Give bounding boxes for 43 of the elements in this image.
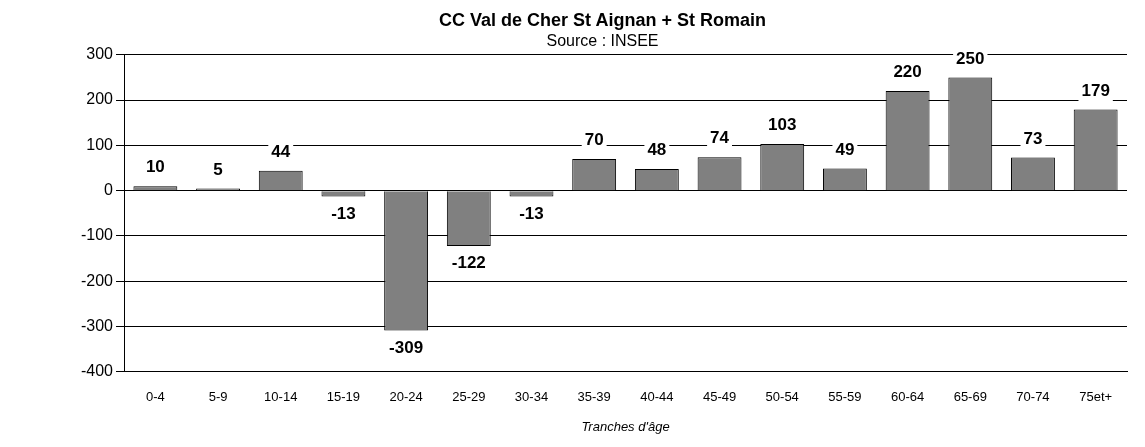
x-tick-label: 35-39 — [577, 389, 611, 405]
data-label: -122 — [451, 253, 486, 273]
data-label: 179 — [1081, 80, 1110, 100]
data-label: 73 — [1023, 128, 1043, 148]
x-tick-label: 30-34 — [514, 389, 549, 405]
data-label: -309 — [389, 337, 424, 357]
data-label: 49 — [835, 139, 855, 159]
x-axis-title: Tranches d'âge — [581, 418, 670, 434]
x-tick-label: 70-74 — [1016, 389, 1050, 405]
data-label: 220 — [893, 62, 922, 82]
x-tick-label: 5-9 — [208, 389, 228, 405]
y-tick-label: -100 — [80, 226, 114, 244]
x-tick-label: 25-29 — [452, 389, 486, 405]
x-tick-label: 20-24 — [389, 389, 423, 405]
data-label: 74 — [710, 128, 730, 148]
data-label: 103 — [768, 115, 797, 135]
x-tick-label: 45-49 — [702, 389, 737, 405]
x-tick-label: 0-4 — [145, 389, 165, 405]
x-tick-label: 10-14 — [264, 389, 298, 405]
y-tick-label: -400 — [80, 362, 114, 380]
x-tick-label: 65-69 — [953, 389, 987, 405]
chart-subtitle: Source : INSEE — [546, 31, 659, 49]
y-tick-label: -300 — [80, 316, 114, 334]
data-label: 250 — [956, 48, 985, 68]
y-tick-label: 300 — [86, 45, 114, 63]
data-label: 48 — [647, 140, 667, 160]
y-tick-label: -200 — [80, 271, 114, 289]
x-tick-label: 15-19 — [326, 389, 361, 405]
x-tick-label: 55-59 — [828, 389, 862, 405]
data-label: -13 — [519, 203, 544, 223]
x-tick-label: 75et+ — [1079, 389, 1113, 405]
data-label: 44 — [271, 141, 291, 161]
x-tick-label: 60-64 — [890, 389, 925, 405]
chart-title: CC Val de Cher St Aignan + St Romain — [439, 9, 766, 30]
x-tick-label: 40-44 — [640, 389, 674, 405]
x-tick-label: 50-54 — [765, 389, 799, 405]
data-label: 5 — [213, 159, 223, 179]
data-label: 70 — [584, 130, 604, 150]
data-label: 10 — [145, 157, 165, 177]
data-label: -13 — [331, 203, 356, 223]
y-tick-label: 200 — [86, 90, 114, 108]
y-tick-label: 100 — [86, 135, 114, 153]
y-tick-label: 0 — [104, 181, 114, 199]
